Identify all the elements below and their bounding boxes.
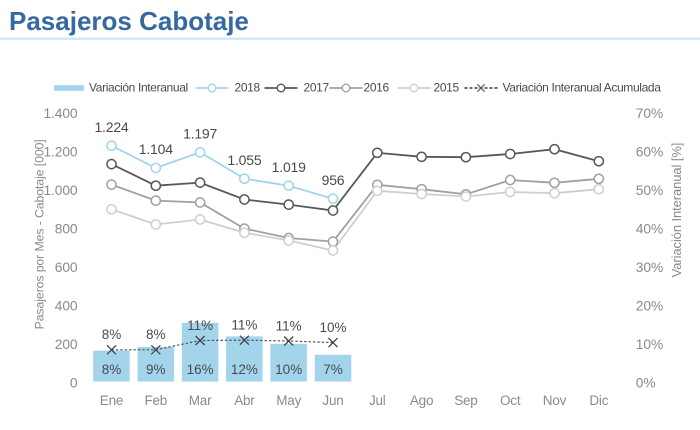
svg-text:30%: 30%	[636, 260, 663, 275]
svg-text:20%: 20%	[636, 299, 663, 314]
svg-text:Pasajeros por Mes - Cabotaje [: Pasajeros por Mes - Cabotaje [000]	[32, 139, 46, 329]
svg-text:Dic: Dic	[589, 393, 608, 408]
svg-text:10%: 10%	[275, 362, 302, 377]
svg-text:1.197: 1.197	[183, 125, 217, 141]
svg-text:Nov: Nov	[543, 393, 567, 408]
svg-text:Feb: Feb	[144, 393, 167, 408]
svg-text:400: 400	[55, 299, 78, 314]
svg-text:Ene: Ene	[100, 393, 123, 408]
svg-text:Jul: Jul	[369, 393, 386, 408]
svg-text:May: May	[276, 393, 301, 408]
svg-text:200: 200	[55, 337, 78, 352]
svg-text:Oct: Oct	[500, 393, 521, 408]
svg-text:1.104: 1.104	[139, 141, 173, 157]
svg-text:1.000: 1.000	[43, 183, 77, 198]
svg-text:1.400: 1.400	[43, 106, 77, 121]
svg-text:1.055: 1.055	[227, 152, 261, 168]
svg-text:40%: 40%	[636, 222, 663, 237]
svg-text:0: 0	[70, 376, 78, 391]
svg-text:Variación Interanual [%]: Variación Interanual [%]	[669, 143, 684, 278]
svg-text:11%: 11%	[276, 318, 302, 333]
svg-text:8%: 8%	[102, 327, 122, 342]
svg-text:10%: 10%	[636, 337, 663, 352]
svg-text:600: 600	[55, 260, 78, 275]
svg-text:8%: 8%	[146, 327, 166, 342]
svg-text:Ago: Ago	[410, 393, 433, 408]
svg-text:Sep: Sep	[454, 393, 477, 408]
svg-text:16%: 16%	[187, 362, 214, 377]
svg-text:8%: 8%	[102, 362, 122, 377]
svg-text:10%: 10%	[319, 320, 346, 335]
svg-text:Pasajeros Cabotaje: Pasajeros Cabotaje	[9, 6, 249, 36]
svg-text:Jun: Jun	[322, 393, 343, 408]
svg-text:2017: 2017	[304, 81, 330, 95]
svg-text:956: 956	[322, 172, 345, 188]
svg-text:50%: 50%	[636, 183, 663, 198]
svg-text:Mar: Mar	[189, 393, 212, 408]
svg-text:Variación Interanual: Variación Interanual	[89, 81, 188, 95]
svg-text:70%: 70%	[636, 106, 663, 121]
svg-text:60%: 60%	[636, 145, 663, 160]
svg-text:11%: 11%	[231, 318, 257, 333]
svg-text:9%: 9%	[146, 362, 166, 377]
svg-text:11%: 11%	[187, 318, 213, 333]
svg-text:7%: 7%	[323, 362, 343, 377]
svg-text:2016: 2016	[364, 81, 390, 95]
svg-text:1.019: 1.019	[272, 159, 306, 175]
svg-text:800: 800	[55, 222, 78, 237]
svg-text:2015: 2015	[434, 81, 460, 95]
svg-text:Variación Interanual Acumulada: Variación Interanual Acumulada	[503, 81, 662, 95]
svg-text:1.224: 1.224	[94, 119, 128, 135]
svg-text:Abr: Abr	[234, 393, 255, 408]
svg-text:1.200: 1.200	[43, 145, 77, 160]
svg-text:2018: 2018	[235, 81, 261, 95]
svg-text:0%: 0%	[636, 376, 656, 391]
svg-text:12%: 12%	[231, 362, 258, 377]
